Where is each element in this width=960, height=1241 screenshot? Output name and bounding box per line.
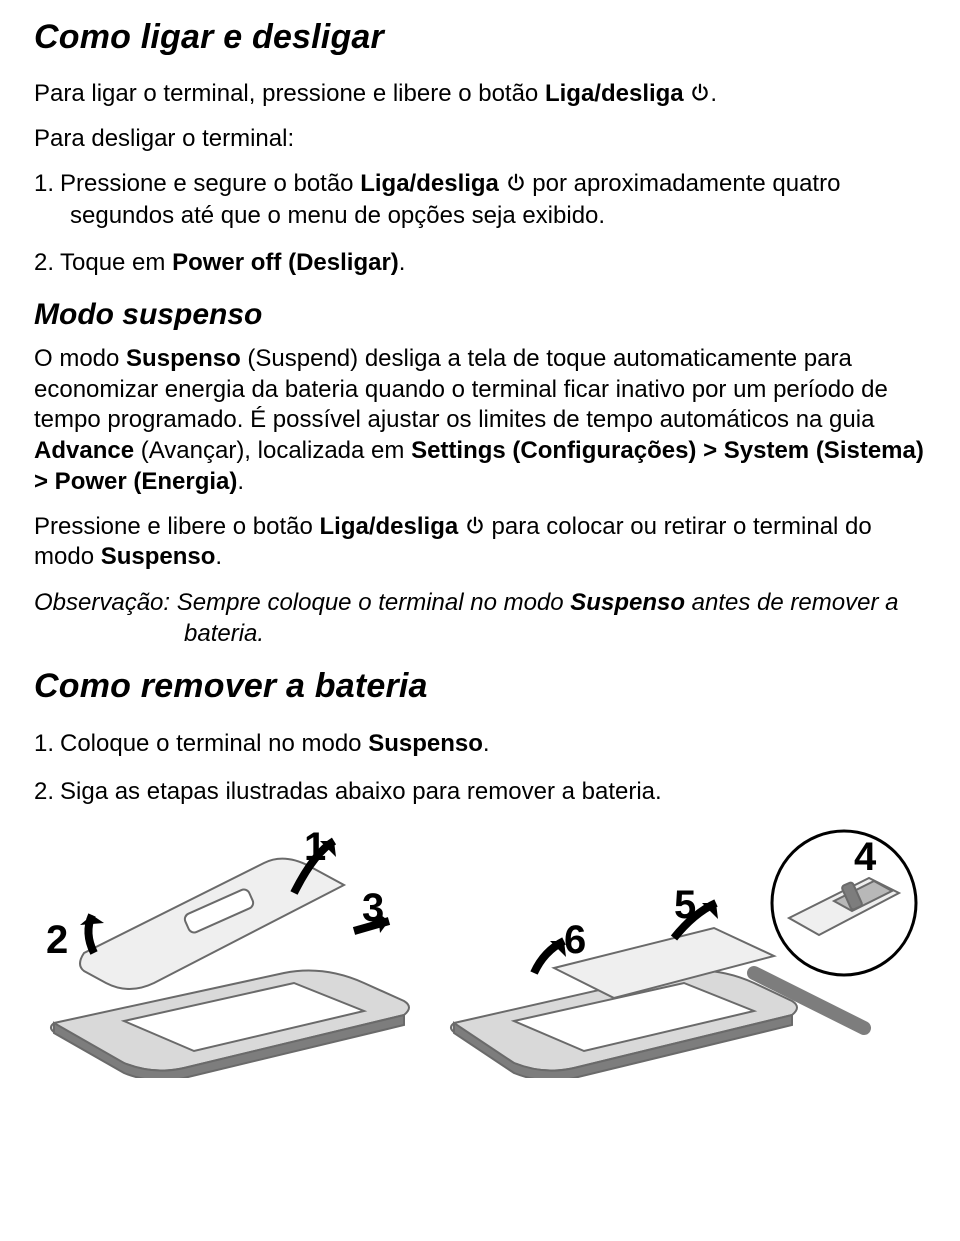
text-bold: Liga/desliga bbox=[545, 80, 684, 107]
text: Toque em bbox=[60, 249, 172, 276]
heading-power: Como ligar e desligar bbox=[34, 18, 926, 57]
para-susp-1: O modo Suspenso (Suspend) desliga a tela… bbox=[34, 344, 926, 498]
text-bold: Suspenso bbox=[101, 543, 216, 570]
text: Pressione e segure o botão bbox=[60, 170, 360, 197]
diagram-label-5: 5 bbox=[674, 883, 696, 928]
heading-remove-battery: Como remover a bateria bbox=[34, 667, 926, 706]
diagram-label-3: 3 bbox=[362, 886, 384, 931]
diagram-label-1: 1 bbox=[304, 825, 326, 870]
text: Siga as etapas ilustradas abaixo para re… bbox=[60, 778, 662, 805]
text: Pressione e libere o botão bbox=[34, 513, 320, 540]
text-bold: Liga/desliga bbox=[320, 513, 459, 540]
text-bold: Power off (Desligar) bbox=[172, 249, 399, 276]
diagram-label-2: 2 bbox=[46, 918, 68, 963]
text: . bbox=[399, 249, 406, 276]
list-item: 1.Coloque o terminal no modo Suspenso. bbox=[34, 728, 926, 759]
note: Observação: Sempre coloque o terminal no… bbox=[34, 587, 926, 649]
text-bold: Liga/desliga bbox=[360, 170, 499, 197]
text: . bbox=[237, 468, 244, 495]
para-intro: Para ligar o terminal, pressione e liber… bbox=[34, 79, 926, 110]
text: O modo bbox=[34, 345, 126, 372]
list-number: 1. bbox=[34, 728, 60, 759]
diagram-svg bbox=[34, 823, 926, 1078]
list-number: 1. bbox=[34, 168, 60, 199]
text bbox=[499, 170, 506, 197]
para-off-lead: Para desligar o terminal: bbox=[34, 124, 926, 155]
list-power-off: 1.Pressione e segure o botão Liga/deslig… bbox=[34, 168, 926, 278]
text-bold: Suspenso bbox=[368, 730, 483, 757]
para-susp-2: Pressione e libere o botão Liga/desliga … bbox=[34, 512, 926, 573]
power-icon bbox=[690, 83, 710, 103]
text-bold: Suspenso bbox=[126, 345, 241, 372]
text bbox=[458, 513, 465, 540]
list-remove-battery: 1.Coloque o terminal no modo Suspenso. 2… bbox=[34, 728, 926, 806]
heading-suspenso: Modo suspenso bbox=[34, 298, 926, 332]
list-item: 1.Pressione e segure o botão Liga/deslig… bbox=[34, 168, 926, 230]
diagram-label-4: 4 bbox=[854, 835, 876, 880]
text: Sempre coloque o terminal no modo bbox=[170, 589, 570, 616]
power-icon bbox=[465, 516, 485, 536]
power-icon bbox=[506, 173, 526, 193]
text: (Avançar), localizada em bbox=[134, 437, 411, 464]
list-item: 2.Toque em Power off (Desligar). bbox=[34, 247, 926, 278]
text: . bbox=[483, 730, 490, 757]
diagram-remove-battery: 2 1 3 6 5 4 bbox=[34, 823, 926, 1078]
text: Coloque o terminal no modo bbox=[60, 730, 368, 757]
text: . bbox=[710, 80, 717, 107]
list-number: 2. bbox=[34, 247, 60, 278]
list-number: 2. bbox=[34, 776, 60, 807]
text: Para ligar o terminal, pressione e liber… bbox=[34, 80, 545, 107]
text: . bbox=[215, 543, 222, 570]
list-item: 2.Siga as etapas ilustradas abaixo para … bbox=[34, 776, 926, 807]
text-bold: Suspenso bbox=[570, 589, 685, 616]
text-bold: Advance bbox=[34, 437, 134, 464]
note-label: Observação: bbox=[34, 589, 170, 616]
diagram-label-6: 6 bbox=[564, 918, 586, 963]
